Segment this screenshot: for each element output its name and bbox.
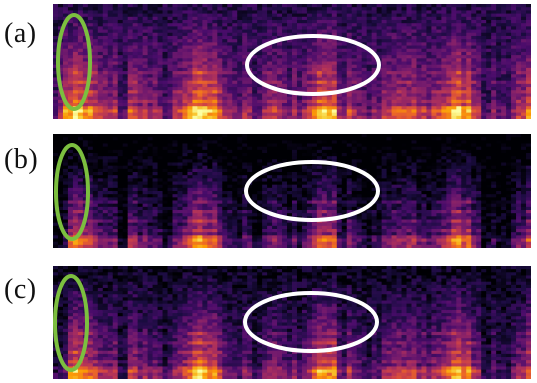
green-ellipse-a [56,13,92,111]
spectrogram-b-cells [53,134,531,248]
green-ellipse-c [53,274,89,372]
spectrogram-b [53,134,531,248]
panel-label-a: (a) [4,18,37,49]
panel-c: (c) [0,262,537,383]
green-ellipse-b [54,143,90,241]
panel-label-b: (b) [4,144,39,175]
white-ellipse-a [245,34,381,96]
panel-label-c: (c) [4,274,37,305]
white-ellipse-b [244,160,380,222]
white-ellipse-c [243,291,379,353]
panel-b: (b) [0,130,537,255]
spectrogram-a-cells [53,4,531,119]
spectrogram-a [53,4,531,119]
spectrogram-c [53,266,531,379]
spectrogram-c-cells [53,266,531,379]
panel-a: (a) [0,0,537,125]
